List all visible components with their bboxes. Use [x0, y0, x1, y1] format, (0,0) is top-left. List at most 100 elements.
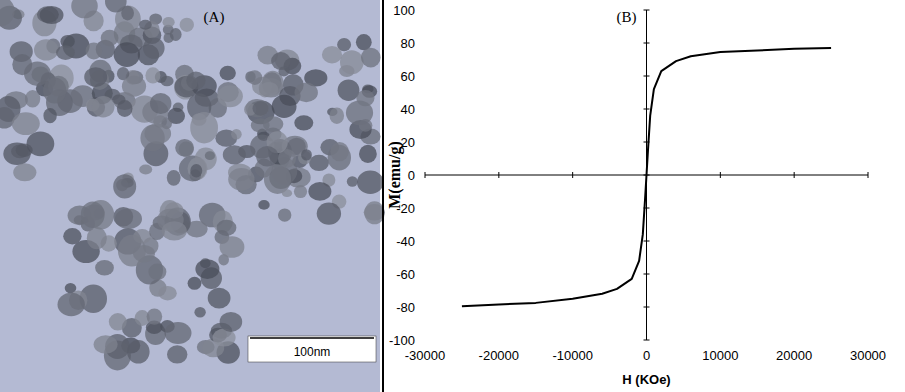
particle	[357, 171, 384, 194]
particle	[217, 85, 243, 107]
particle	[356, 90, 374, 106]
particle	[94, 335, 118, 353]
particle	[0, 0, 15, 26]
particle	[338, 79, 360, 101]
particle	[147, 308, 163, 324]
particles	[0, 0, 385, 370]
particle	[228, 168, 254, 191]
micrograph-background	[0, 0, 380, 392]
particle	[148, 264, 166, 281]
particle	[84, 67, 107, 87]
x-tick-label: -10000	[552, 348, 592, 363]
particle	[322, 46, 342, 63]
particle	[86, 42, 103, 59]
particle	[205, 151, 215, 160]
particle	[347, 176, 358, 186]
particle	[12, 112, 40, 135]
y-tick	[644, 76, 650, 77]
y-tick-label: 100	[393, 3, 415, 18]
particle	[27, 131, 55, 156]
y-tick-label: -100	[389, 333, 415, 348]
particle	[40, 6, 64, 24]
particle	[24, 61, 51, 85]
particle	[117, 100, 133, 117]
magnetization-curve	[462, 48, 831, 306]
particle	[163, 17, 175, 27]
particle	[179, 141, 194, 157]
particle	[43, 108, 56, 123]
scale-bar-label: 100nm	[294, 345, 331, 359]
scale-bar-box	[248, 336, 376, 362]
y-tick	[644, 109, 650, 110]
particle	[34, 39, 58, 60]
particle	[361, 48, 381, 68]
x-tick-label: 30000	[850, 348, 886, 363]
particle	[364, 201, 385, 224]
particle	[81, 201, 105, 228]
x-tick	[720, 172, 721, 178]
particle	[109, 313, 127, 330]
particle	[256, 146, 278, 167]
particle	[63, 228, 81, 244]
particle	[95, 260, 114, 275]
particle	[167, 345, 187, 363]
y-tick-label: -40	[396, 234, 415, 249]
particle	[13, 163, 36, 181]
particle	[295, 83, 318, 103]
particle	[160, 76, 173, 87]
particle	[190, 164, 202, 178]
particle	[308, 182, 331, 201]
particle	[122, 76, 146, 97]
y-tick-label: -80	[396, 300, 415, 315]
chart-title: (B)	[617, 9, 637, 26]
particle	[127, 340, 150, 364]
particle	[186, 72, 205, 90]
x-tick-label: 0	[643, 348, 650, 363]
particle	[220, 312, 243, 332]
y-tick	[644, 340, 650, 341]
particle	[278, 208, 291, 221]
particle	[263, 116, 284, 132]
particle	[259, 82, 278, 97]
particle	[115, 208, 142, 229]
particle	[87, 227, 107, 249]
y-tick	[644, 241, 650, 242]
x-tick-label: -30000	[405, 348, 445, 363]
y-tick-label: 80	[401, 36, 415, 51]
particle	[220, 66, 236, 81]
x-tick-label: 20000	[776, 348, 812, 363]
particle	[180, 18, 194, 32]
particle	[195, 259, 219, 279]
particle	[57, 293, 84, 317]
particle	[158, 286, 176, 300]
particle	[3, 143, 30, 166]
particle	[188, 277, 202, 290]
panel-label: (A)	[204, 9, 225, 26]
x-tick-label: -20000	[479, 348, 519, 363]
particle	[223, 145, 246, 164]
particle	[258, 200, 269, 210]
particle	[101, 30, 119, 46]
particle	[294, 185, 307, 198]
particle	[133, 245, 155, 262]
y-tick-label: -60	[396, 267, 415, 282]
panel-separator	[382, 0, 384, 392]
plot-area	[462, 48, 831, 306]
figure: (A)100nm-100-80-60-40-20020406080100-300…	[0, 0, 905, 392]
x-tick	[425, 172, 426, 178]
x-tick	[868, 172, 869, 178]
particle	[272, 95, 297, 118]
particle	[145, 67, 160, 83]
particle	[162, 221, 187, 240]
y-tick-label: 0	[408, 168, 415, 183]
x-tick-label: 10000	[702, 348, 738, 363]
particle	[190, 112, 218, 144]
particle	[330, 107, 345, 124]
particle	[220, 236, 245, 258]
particle	[92, 96, 115, 118]
y-tick	[644, 307, 650, 308]
x-axis-label: H (KOe)	[622, 372, 670, 387]
particle	[56, 45, 75, 60]
particle	[294, 115, 313, 130]
y-axis-label: M(emu/g)	[386, 141, 404, 209]
